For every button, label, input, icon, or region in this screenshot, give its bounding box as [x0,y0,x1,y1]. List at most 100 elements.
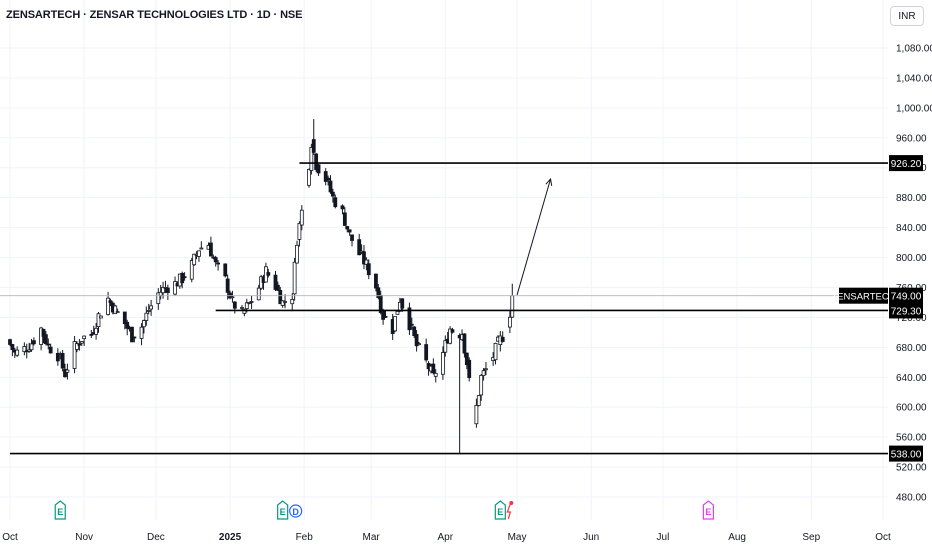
x-tick-label: Oct [2,532,18,543]
candle-body [144,312,149,321]
candle-body [345,226,350,230]
candle-body [139,326,144,339]
candle-body [256,287,261,301]
candle-body [431,363,436,374]
candle-body [108,300,113,303]
candle-body [15,349,20,356]
candle-body [395,311,400,315]
candle-body [130,326,134,343]
candle-body [417,343,421,346]
dividend-event-icon[interactable]: D [289,504,303,518]
svg-text:D: D [292,507,299,517]
candle-body [94,327,99,335]
candle-body [273,274,278,290]
y-tick-label: 800.00 [896,253,927,264]
earnings-event-icon[interactable]: E [54,500,66,520]
candle-body [132,336,137,339]
candle-body [364,259,369,265]
candle-body [232,301,237,309]
y-tick-label: 1,080.00 [896,44,932,55]
candle-body [244,302,249,309]
earnings-event-icon[interactable]: E [702,500,714,520]
candle-body [333,197,338,208]
candle-body [409,323,414,326]
candle-body [113,305,118,315]
candle-body [381,310,386,320]
last-price-tag [889,287,923,304]
candle-body [507,316,512,328]
candle-body [225,278,230,293]
trend-arrow[interactable] [516,178,552,296]
candle-body [467,359,472,379]
candle-body [48,346,53,354]
candle-body [192,253,197,266]
y-tick-label: 880.00 [896,193,927,204]
candle-body [32,340,36,345]
candle-body [383,315,388,318]
y-tick-label: 480.00 [896,493,927,504]
symbol-tag-label: ZENSARTECH [831,292,895,303]
candle-body [149,305,154,310]
candle-body [213,257,218,263]
candle-body [278,289,283,305]
alert-dot [509,501,514,505]
candle-body [433,372,438,377]
candle-body [82,335,87,340]
candle-body [29,343,34,351]
candle-body [199,247,204,250]
candle-body [309,147,314,171]
candle-body [484,368,488,371]
y-tick-label: 560.00 [896,433,927,444]
candle-body [340,205,345,210]
svg-text:E: E [497,507,503,517]
candle-body [414,334,419,347]
candle-body [464,352,469,366]
earnings-event-icon[interactable]: E [277,500,289,520]
x-tick-label: Mar [363,532,381,543]
x-tick-label: Jun [583,532,599,543]
symbol-tag [839,287,888,304]
candle-body [41,328,46,337]
candle-body [493,342,498,361]
y-tick-label: 520.00 [896,463,927,474]
candle-body [165,287,170,293]
candle-body [77,343,82,346]
svg-text:E: E [57,507,63,517]
candle-body [146,310,151,312]
candle-body [366,263,371,276]
candle-body [342,212,347,226]
candle-body [230,296,235,299]
candle-body [299,209,304,226]
svg-text:E: E [280,507,286,517]
y-tick-label: 640.00 [896,373,927,384]
candle-body [357,239,362,256]
candle-body [89,334,94,336]
earnings-event-icon[interactable]: E [494,500,506,520]
x-tick-label: Sep [802,532,820,543]
candle-body [350,234,354,241]
candle-body [173,281,177,295]
candle-body [115,311,120,314]
level-price-tag [889,445,923,462]
candle-body [443,340,448,353]
x-tick-label: Feb [296,532,314,543]
candle-body [441,352,445,375]
currency-button[interactable]: INR [890,6,924,26]
flash-icon [506,503,512,520]
y-tick-label: 960.00 [896,133,927,144]
candle-body [314,153,319,171]
x-tick-label: Dec [147,532,165,543]
candle-body [295,244,299,264]
x-tick-label: Jul [657,532,670,543]
x-tick-label: Nov [75,532,93,543]
y-tick-label: 840.00 [896,223,927,234]
candle-body [283,301,287,303]
candle-body [209,242,213,257]
candle-body [96,313,101,328]
candle-body [249,301,254,303]
chart-title: ZENSARTECH · ZENSAR TECHNOLOGIES LTD · 1… [6,9,303,21]
last-price-label: 749.00 [891,292,922,303]
candle-body [476,395,481,406]
candle-body [297,223,302,240]
